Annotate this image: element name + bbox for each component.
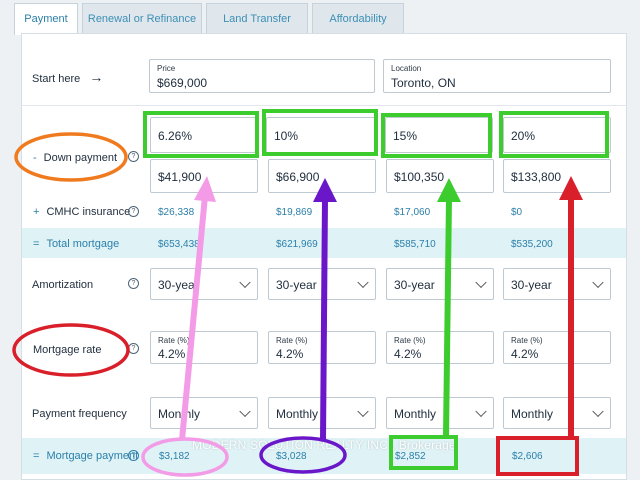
- highlight-ellipse: [141, 437, 229, 477]
- highlight-box: [262, 109, 378, 156]
- cmhc-value: $17,060: [394, 207, 431, 218]
- tab-payment[interactable]: Payment: [14, 3, 78, 35]
- tab-affordability[interactable]: Affordability: [312, 3, 404, 33]
- rate-field[interactable]: Rate (%) 4.2%: [386, 331, 494, 364]
- amortization-select[interactable]: 30-year: [150, 268, 258, 300]
- price-field[interactable]: Price $669,000: [149, 59, 375, 93]
- amortization-select[interactable]: 30-year: [503, 268, 611, 300]
- highlight-box: [143, 111, 259, 158]
- total-mortgage-value: $653,438: [158, 239, 200, 250]
- annotation-arrow: [320, 197, 328, 441]
- arrowhead-icon: [194, 176, 216, 202]
- annotation-arrow: [443, 197, 452, 437]
- price-label: Price: [157, 64, 176, 73]
- rate-field[interactable]: Rate (%) 4.2%: [503, 331, 611, 364]
- amortization-label: Amortization: [32, 279, 94, 291]
- annotation-arrow: [179, 195, 208, 441]
- mortgage-payment-help-icon[interactable]: ?: [128, 450, 139, 461]
- mortgage-payment-value: $3,182: [159, 451, 190, 462]
- down-payment-amount-field[interactable]: $100,350: [386, 159, 494, 193]
- divider: [22, 105, 626, 106]
- cmhc-value: $0: [511, 207, 523, 218]
- payment-frequency-label: Payment frequency: [32, 408, 127, 420]
- cmhc-help-icon[interactable]: ?: [128, 206, 139, 217]
- location-field[interactable]: Location Toronto, ON: [383, 59, 611, 93]
- down-payment-percent-field[interactable]: 15%: [385, 117, 493, 153]
- total-mortgage-value: $621,969: [276, 239, 318, 250]
- total-mortgage-value: $585,710: [394, 239, 436, 250]
- arrowhead-icon: [313, 178, 337, 202]
- highlight-box: [389, 435, 458, 470]
- arrowhead-icon: [559, 176, 583, 200]
- location-label: Location: [391, 64, 422, 73]
- arrow-right-icon: →: [89, 69, 104, 85]
- mortgage-rate-label: Mortgage rate: [33, 344, 102, 356]
- amortization-help-icon[interactable]: ?: [128, 278, 139, 289]
- arrowhead-icon: [437, 178, 461, 202]
- payment-frequency-select[interactable]: Monthly: [503, 397, 611, 429]
- highlight-ellipse: [259, 436, 347, 474]
- price-value: $669,000: [157, 76, 208, 90]
- down-payment-amount-field[interactable]: $133,800: [503, 159, 611, 193]
- down-payment-percent-field[interactable]: 20%: [503, 117, 611, 153]
- down-payment-label: - Down payment: [33, 152, 118, 164]
- highlight-box: [381, 113, 492, 158]
- tab-land-transfer[interactable]: Land Transfer: [206, 3, 308, 33]
- mortgage-payment-value: $3,028: [276, 451, 307, 462]
- total-mortgage-label: = Total mortgage: [33, 238, 120, 250]
- cmhc-value: $26,338: [158, 207, 195, 218]
- location-value: Toronto, ON: [391, 76, 456, 90]
- down-payment-help-icon[interactable]: ?: [128, 151, 139, 162]
- highlight-ellipse: [14, 132, 128, 182]
- mortgage-payment-value: $2,606: [512, 451, 543, 462]
- down-payment-amount-field[interactable]: $41,900: [150, 159, 258, 193]
- payment-frequency-select[interactable]: Monthly: [386, 397, 494, 429]
- total-mortgage-value: $535,200: [511, 239, 553, 250]
- highlight-box: [499, 111, 609, 158]
- cmhc-insurance-label: + CMHC insurance: [33, 206, 131, 218]
- cmhc-value: $19,869: [276, 207, 313, 218]
- amortization-select[interactable]: 30-year: [386, 268, 494, 300]
- mortgage-payment-value: $2,852: [395, 451, 426, 462]
- tab-renewal-refinance[interactable]: Renewal or Refinance: [82, 3, 202, 33]
- mortgage-payment-label: = Mortgage payment: [33, 450, 139, 462]
- start-here-label: Start here →: [32, 69, 104, 85]
- highlight-ellipse: [12, 323, 130, 377]
- highlight-box: [496, 436, 579, 476]
- rate-field[interactable]: Rate (%) 4.2%: [150, 331, 258, 364]
- payment-frequency-select[interactable]: Monthly: [150, 397, 258, 429]
